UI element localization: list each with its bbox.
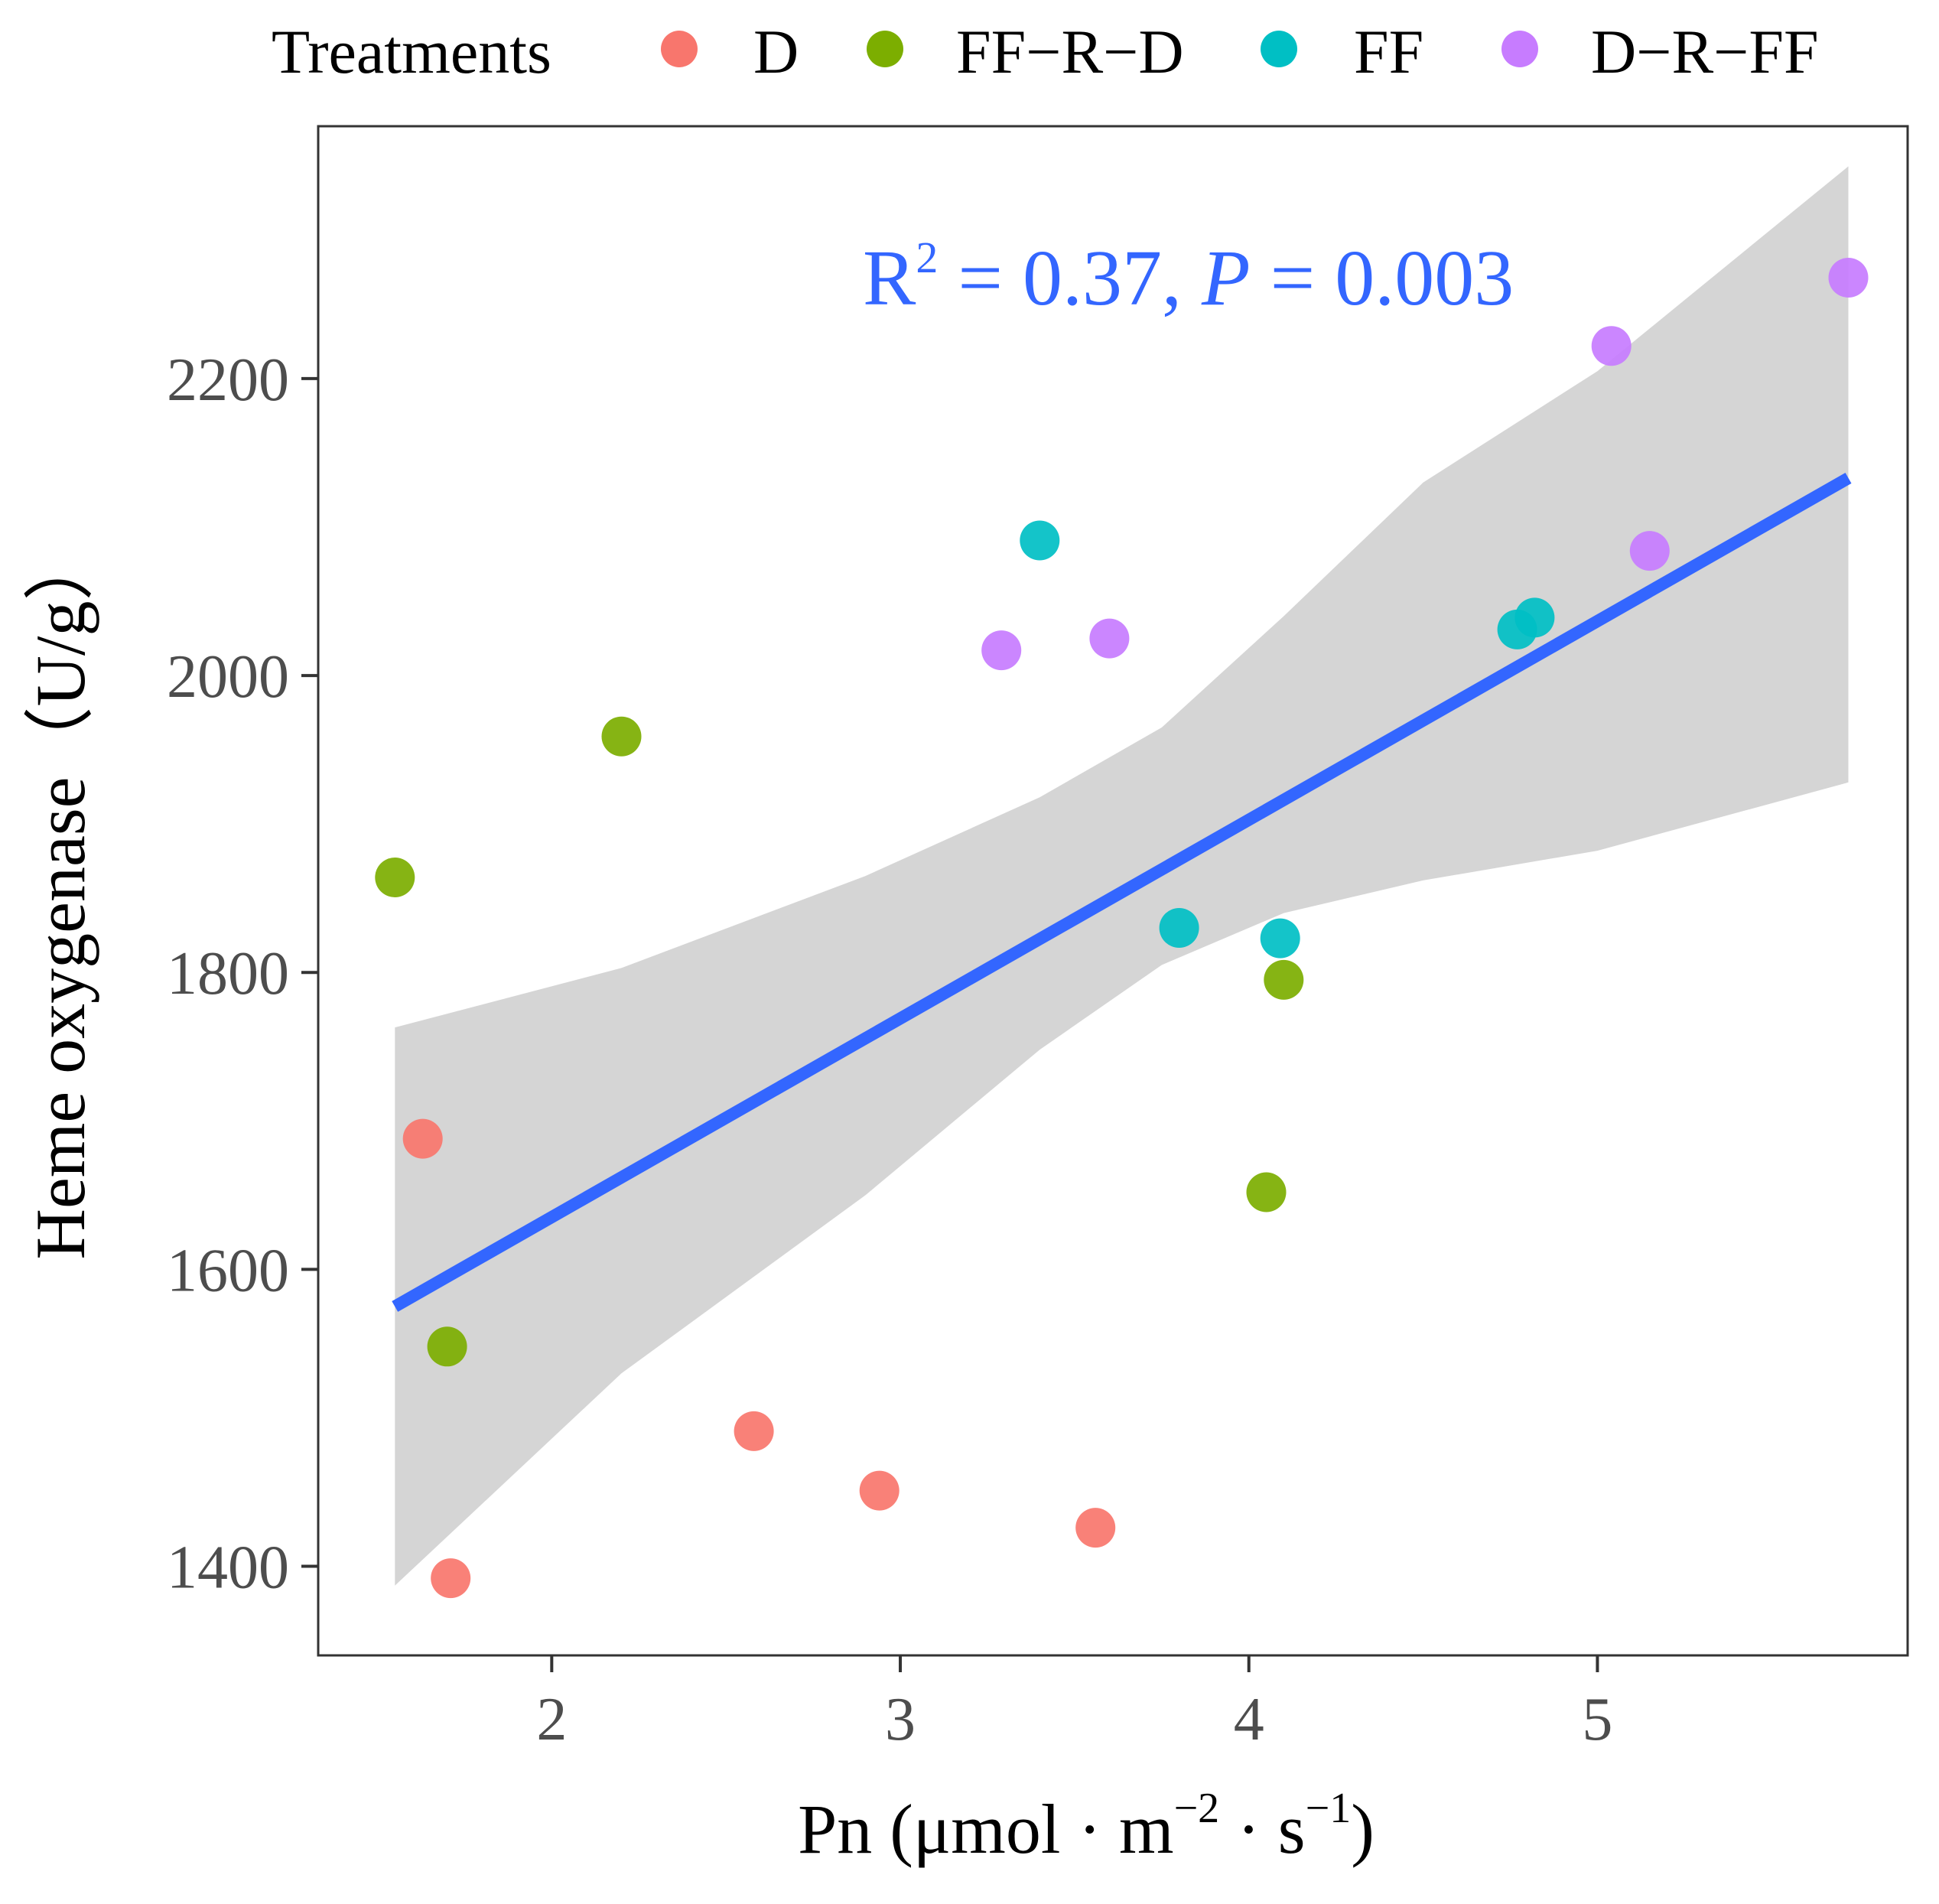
x-title-mid: · s (1219, 1790, 1305, 1868)
legend-key-d-r-ff (1501, 31, 1538, 67)
point-ff-r-d-4 (1246, 1172, 1287, 1212)
point-d-3 (734, 1411, 774, 1451)
point-d-4 (859, 1470, 900, 1511)
x-tick-label-5: 5 (1582, 1686, 1612, 1753)
point-ff-5 (1514, 597, 1555, 638)
point-ff-3 (1260, 918, 1300, 959)
point-d-r-ff-1 (981, 630, 1022, 671)
r-label: R (863, 234, 916, 322)
p-value: = 0.003 (1251, 234, 1514, 322)
legend-label-d: D (753, 17, 799, 86)
y-tick-label-1400: 1400 (167, 1535, 289, 1602)
x-tick-label-2: 2 (536, 1686, 567, 1753)
x-axis: 2 3 4 5 (536, 1655, 1612, 1753)
point-d-r-ff-5 (1828, 258, 1869, 298)
point-ff-2 (1159, 908, 1199, 948)
point-ff-r-d-3 (601, 716, 642, 757)
point-d-5 (1075, 1508, 1116, 1548)
legend-label-ff: FF (1354, 17, 1423, 86)
point-ff-r-d-5 (1264, 959, 1304, 1000)
point-d-1 (402, 1118, 443, 1159)
regression-line (392, 473, 1852, 1312)
regression-annotation: R2 = 0.37, P = 0.003 (863, 233, 1514, 322)
point-d-r-ff-3 (1591, 326, 1632, 366)
confidence-band (395, 166, 1849, 1586)
x-tick-label-3: 3 (885, 1686, 916, 1753)
point-ff-1 (1020, 520, 1060, 561)
y-tick-label-2000: 2000 (167, 643, 289, 711)
legend-key-ff (1261, 31, 1297, 67)
point-ff-r-d-1 (375, 858, 415, 897)
x-tick-label-4: 4 (1234, 1686, 1264, 1753)
legend-label-ff-r-d: FF−R−D (956, 17, 1184, 86)
y-tick-label-1600: 1600 (167, 1237, 289, 1304)
x-axis-title: Pn (μmol · m−2 · s−1) (798, 1785, 1375, 1868)
legend-key-ff-r-d (867, 31, 903, 67)
x-title-sup2: −1 (1306, 1785, 1352, 1832)
r-value: = 0.37, (938, 234, 1202, 322)
y-axis: 1400 1600 1800 2000 2200 (167, 347, 318, 1602)
p-label: P (1201, 234, 1251, 322)
point-d-r-ff-4 (1629, 531, 1670, 571)
x-title-sup1: −2 (1174, 1785, 1220, 1832)
x-title-main: Pn (μmol · m (798, 1790, 1173, 1868)
panel-border (317, 125, 1909, 1657)
point-ff-r-d-2 (427, 1326, 467, 1367)
legend-key-d (661, 31, 698, 67)
point-d-r-ff-2 (1089, 618, 1130, 659)
legend-label-d-r-ff: D−R−FF (1591, 17, 1819, 86)
plot-panel (317, 125, 1909, 1657)
y-tick-label-2200: 2200 (167, 347, 289, 414)
x-title-end: ) (1351, 1790, 1375, 1868)
point-d-2 (431, 1558, 471, 1599)
legend-title: Treatments (272, 17, 551, 86)
legend: Treatments D FF−R−D FF D−R−FF (272, 17, 1819, 86)
r-squared-sup: 2 (916, 233, 938, 282)
y-tick-label-1800: 1800 (167, 940, 289, 1007)
y-axis-title: Heme oxygenase（U/g） (21, 531, 99, 1260)
